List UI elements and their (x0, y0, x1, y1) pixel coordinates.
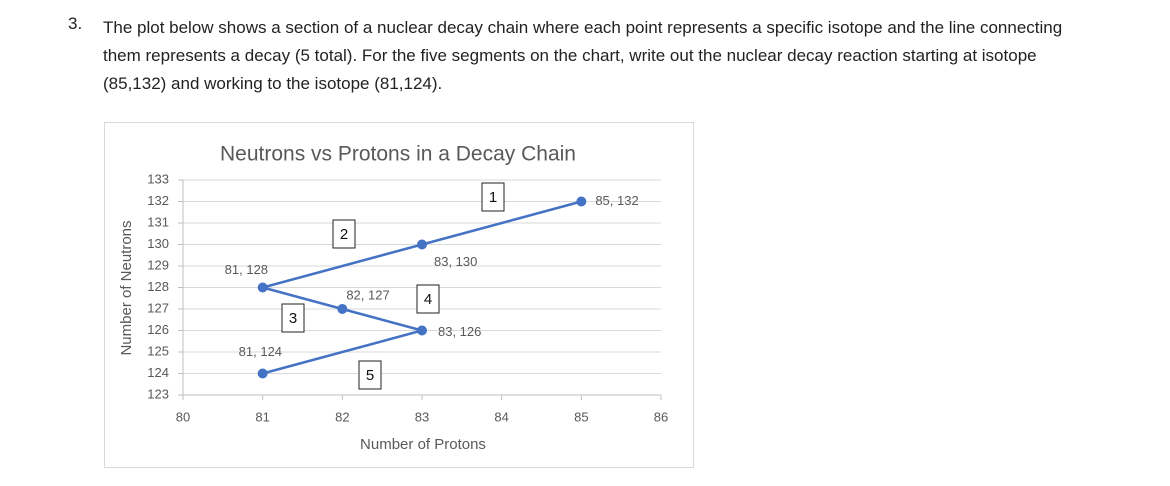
annotation-label: 3 (289, 310, 297, 327)
x-tick-label: 81 (255, 409, 269, 424)
data-point (576, 196, 587, 207)
y-tick-label: 125 (147, 343, 169, 358)
data-point (417, 325, 427, 336)
y-tick-label: 132 (147, 193, 169, 208)
x-tick-label: 86 (654, 409, 668, 424)
y-tick-label: 131 (147, 214, 169, 229)
annotation-label: 1 (489, 189, 497, 206)
data-label: 81, 124 (239, 344, 282, 359)
data-point (417, 239, 427, 250)
x-tick-label: 85 (574, 409, 588, 424)
chart-title: Neutrons vs Protons in a Decay Chain (220, 143, 576, 166)
annotation-box (358, 360, 382, 390)
annotation-label: 4 (424, 291, 432, 308)
data-point (257, 282, 268, 293)
y-tick-label: 128 (147, 279, 169, 294)
x-axis-title: Number of Protons (360, 436, 486, 453)
annotation-box (416, 284, 440, 314)
y-tick-label: 127 (147, 300, 169, 315)
annotation-label: 2 (340, 226, 348, 243)
x-tick-label: 84 (494, 409, 508, 424)
y-axis-title: Number of Neutrons (118, 220, 135, 355)
data-label: 85, 132 (595, 193, 638, 208)
annotation-box (481, 182, 505, 212)
y-tick-label: 130 (147, 236, 169, 251)
data-label: 83, 130 (434, 254, 477, 269)
annotation-label: 5 (366, 367, 374, 384)
y-tick-label: 126 (147, 322, 169, 337)
y-tick-label: 133 (147, 171, 169, 186)
data-point (337, 304, 348, 314)
x-tick-label: 82 (335, 409, 349, 424)
y-tick-label: 124 (147, 365, 169, 380)
data-label: 81, 128 (225, 262, 268, 277)
y-tick-label: 123 (147, 386, 169, 401)
question-text: The plot below shows a section of a nucl… (103, 18, 1063, 93)
data-point (257, 368, 268, 379)
x-tick-label: 80 (176, 409, 190, 424)
y-tick-label: 129 (147, 257, 169, 272)
x-tick-label: 83 (415, 409, 429, 424)
question-number: 3. (68, 14, 83, 33)
annotation-box (281, 303, 305, 333)
chart-frame (104, 122, 694, 468)
data-line (257, 200, 582, 375)
data-label: 82, 127 (346, 287, 389, 302)
data-label: 83, 126 (438, 324, 481, 339)
annotation-box (332, 219, 356, 249)
